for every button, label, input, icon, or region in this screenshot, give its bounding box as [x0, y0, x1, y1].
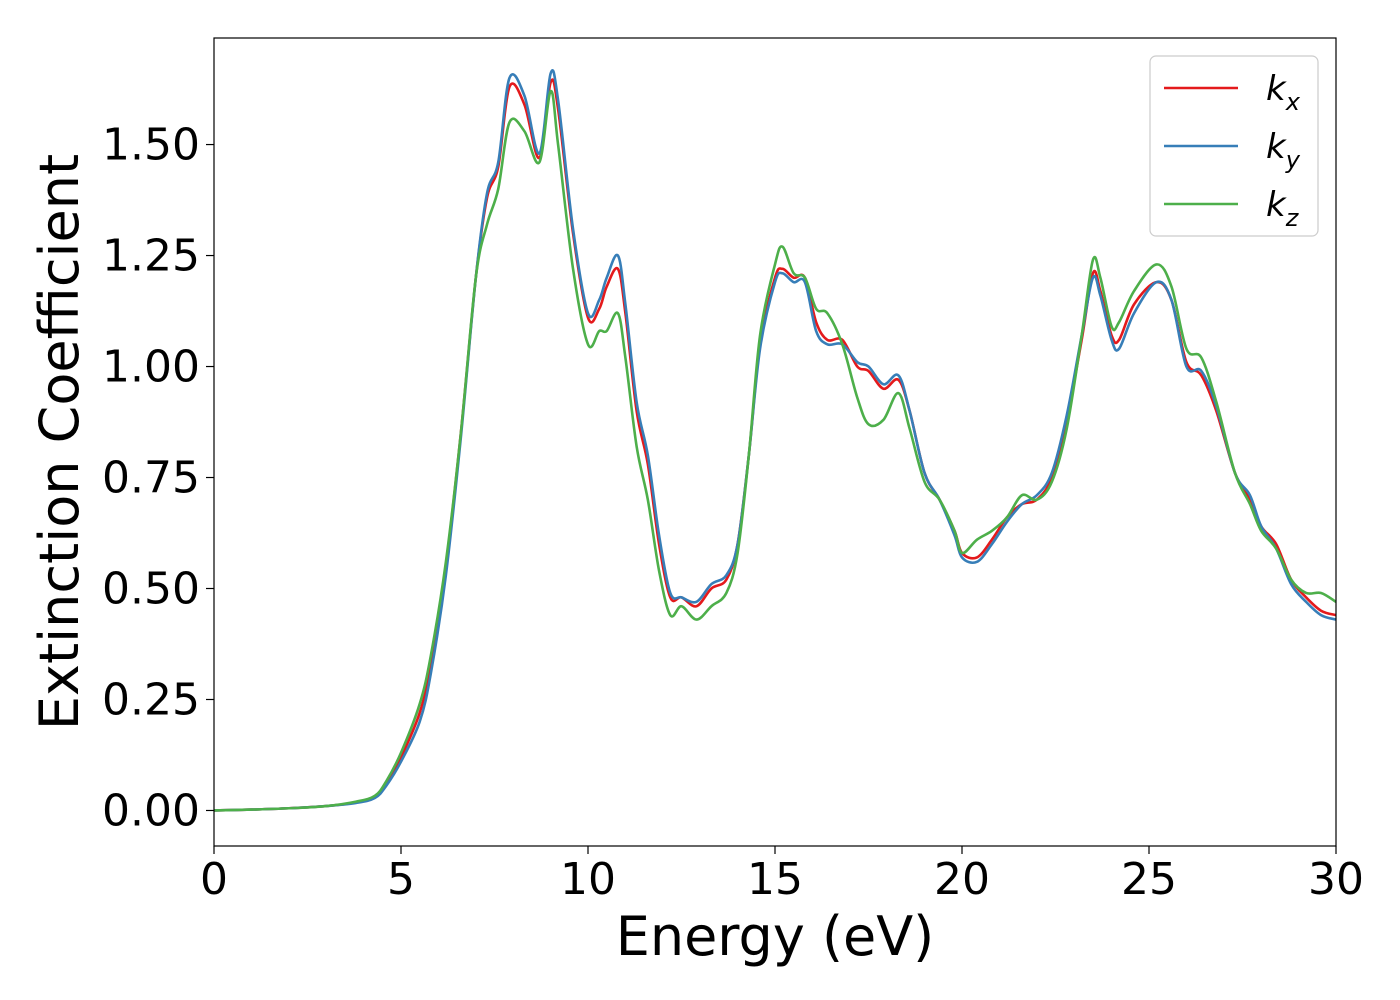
y-tick-label: 0.25: [102, 674, 200, 725]
y-tick-label: 1.50: [102, 120, 200, 171]
x-tick-label: 25: [1121, 854, 1177, 905]
series-layer: [214, 68, 1336, 812]
series-line-ky: [214, 68, 1336, 812]
y-tick-label: 0.75: [102, 453, 200, 504]
x-tick-label: 10: [560, 854, 616, 905]
legend-label-ky: ky: [1266, 127, 1301, 174]
legend-label-kx: kx: [1266, 69, 1301, 116]
y-tick-label: 1.00: [102, 342, 200, 393]
x-axis: 0 5 10 15 20 25 30: [200, 846, 1364, 905]
y-tick-label: 0.50: [102, 564, 200, 615]
y-axis-title: Extinction Coefficient: [28, 154, 91, 730]
x-tick-label: 0: [200, 854, 228, 905]
legend-label-kz: kz: [1266, 185, 1300, 232]
legend: kx ky kz: [1149, 55, 1319, 237]
series-line-kz: [214, 89, 1336, 812]
x-tick-label: 15: [747, 854, 803, 905]
y-tick-label: 1.25: [102, 231, 200, 282]
x-tick-label: 30: [1308, 854, 1364, 905]
y-axis: 0.00 0.25 0.50 0.75 1.00 1.25 1.50: [102, 120, 214, 836]
y-tick-label: 0.00: [102, 785, 200, 836]
x-tick-label: 5: [387, 854, 415, 905]
x-tick-label: 20: [934, 854, 990, 905]
x-axis-title: Energy (eV): [616, 905, 935, 968]
